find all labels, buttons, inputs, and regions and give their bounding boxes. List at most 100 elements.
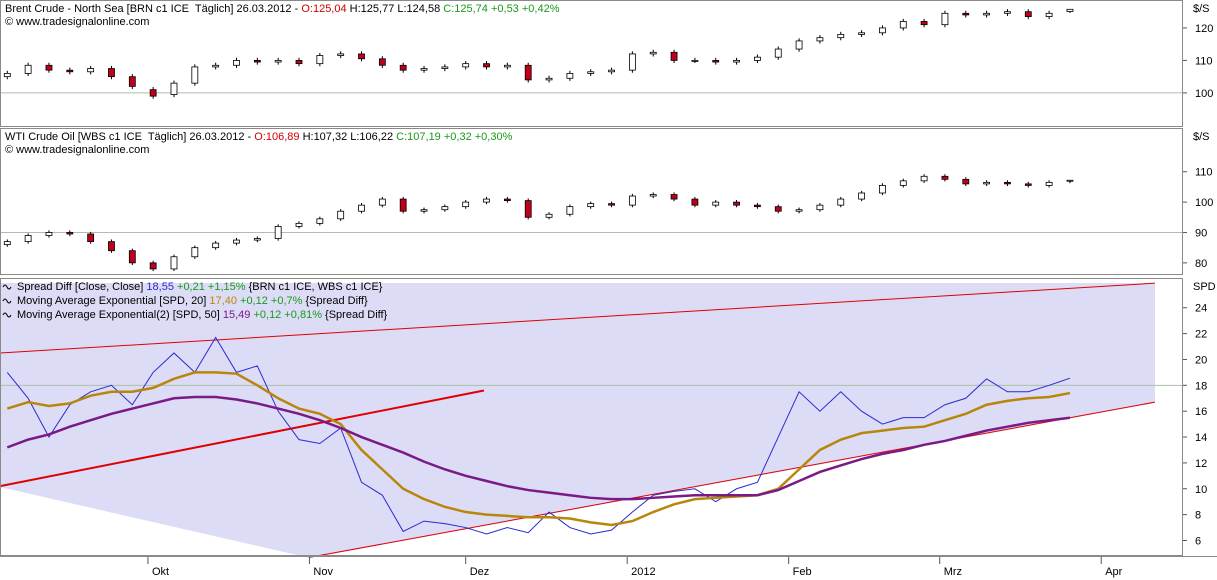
y-tick-label: 100	[1195, 197, 1213, 209]
candle-body	[108, 241, 115, 252]
candle-body	[128, 76, 136, 87]
candle-body	[212, 242, 220, 249]
candle-body	[1045, 181, 1053, 186]
candle-body	[45, 232, 53, 236]
legend-hl-label: H:125,77 L:124,58	[350, 3, 441, 15]
x-tick-label: Mrz	[944, 566, 962, 578]
legend-icon	[2, 284, 12, 290]
candle-body	[941, 175, 949, 180]
candle-body	[628, 195, 636, 206]
candle-body	[733, 60, 740, 63]
candle-body	[191, 247, 199, 258]
series-line	[6, 336, 1071, 535]
candle-body	[3, 241, 11, 246]
y-tick-label: 110	[1195, 55, 1213, 67]
legend-entry: Spread Diff [Close, Close] 18,55 +0,21 +…	[17, 281, 383, 293]
y-tick-label: 6	[1195, 535, 1201, 547]
candle-body	[1024, 183, 1032, 186]
candle-body	[670, 194, 678, 200]
unit-label: $/S	[1193, 131, 1210, 143]
candle-body	[128, 250, 136, 264]
y-tick-label: 120	[1195, 23, 1213, 35]
candle-body	[712, 60, 720, 63]
legend-change-label: +0,12 +0,7%	[240, 295, 303, 307]
candle-body	[483, 63, 490, 68]
y-tick-label: 10	[1195, 484, 1207, 496]
trend-line	[0, 282, 1155, 354]
candle-body	[628, 53, 636, 71]
y-tick-label: 100	[1195, 88, 1213, 100]
legend-entry: Moving Average Exponential [SPD, 20] 17,…	[17, 295, 368, 307]
candle-body	[920, 21, 928, 26]
candle-body	[899, 180, 907, 186]
panel-border	[0, 128, 1183, 275]
legend-inputs-label: {Spread Diff}	[305, 295, 368, 307]
candle-body	[337, 210, 345, 220]
candle-body	[462, 201, 470, 208]
candle-body	[358, 204, 365, 212]
candle-body	[274, 60, 282, 63]
y-tick-label: 14	[1195, 432, 1207, 444]
candle-body	[191, 66, 199, 84]
candle-body	[566, 73, 574, 79]
legend-open-label: O:106,89	[254, 131, 299, 143]
candle-body	[1066, 179, 1074, 182]
candle-body	[420, 68, 428, 71]
y-tick-label: 80	[1195, 258, 1207, 270]
candle-body	[962, 12, 970, 16]
legend-name: Spread Diff [Close, Close]	[17, 281, 143, 293]
candle-body	[66, 69, 74, 73]
candle-body	[1045, 12, 1053, 17]
legend-header: WTI Crude Oil [WBS c1 ICE Täglich] 26.03…	[5, 131, 513, 143]
candle-body	[774, 206, 782, 212]
candle-body	[795, 40, 803, 50]
legend-inputs-label: {BRN c1 ICE, WBS c1 ICE}	[249, 281, 383, 293]
candle-body	[608, 203, 615, 206]
candle-body	[774, 48, 782, 58]
legend-last-label: 18,55	[146, 281, 174, 293]
candle-body	[274, 226, 282, 239]
candle-body	[441, 66, 449, 69]
candle-body	[149, 262, 157, 270]
candle-body	[587, 71, 595, 74]
legend-entry: Moving Average Exponential(2) [SPD, 50] …	[17, 309, 388, 321]
y-tick-label: 90	[1195, 227, 1207, 239]
candle-body	[378, 58, 386, 66]
panel-border	[0, 0, 1183, 127]
legend-header: Brent Crude - North Sea [BRN c1 ICE Tägl…	[5, 3, 560, 15]
candle-body	[295, 222, 303, 227]
plot-layer: 100 110 120 $/S Brent Crude - North Sea [BRN…	[0, 3, 1216, 578]
candle-body	[420, 209, 428, 212]
x-tick-label: Apr	[1105, 566, 1122, 578]
candle-body	[754, 204, 761, 208]
unit-label: $/S	[1193, 3, 1210, 15]
candle-body	[295, 60, 303, 65]
candle-body	[733, 201, 740, 206]
candle-body	[441, 206, 449, 211]
candle-body	[816, 37, 824, 42]
candle-body	[358, 53, 365, 60]
y-tick-label: 110	[1195, 167, 1213, 179]
legend-change-label: +0,21 +1,15%	[177, 281, 246, 293]
candle-body	[962, 178, 970, 185]
legend-last-label: 15,49	[223, 309, 251, 321]
candle-body	[253, 60, 261, 63]
candle-body	[483, 198, 490, 203]
trend-line	[0, 389, 485, 488]
channel-shading	[0, 283, 1155, 558]
legend-inputs-label: {Spread Diff}	[325, 309, 388, 321]
candle-body	[899, 21, 907, 29]
candle-body	[149, 89, 157, 97]
candle-body	[45, 64, 53, 71]
candle-body	[253, 238, 261, 241]
y-tick-label: 22	[1195, 329, 1207, 341]
legend-icon	[2, 298, 12, 304]
legend-name: Moving Average Exponential(2) [SPD, 50]	[17, 309, 220, 321]
y-tick-label: 16	[1195, 406, 1207, 418]
candle-body	[316, 218, 324, 224]
candle-body	[24, 235, 32, 242]
candle-body	[87, 68, 95, 73]
y-tick-label: 12	[1195, 458, 1207, 470]
legend-name: Moving Average Exponential [SPD, 20]	[17, 295, 206, 307]
